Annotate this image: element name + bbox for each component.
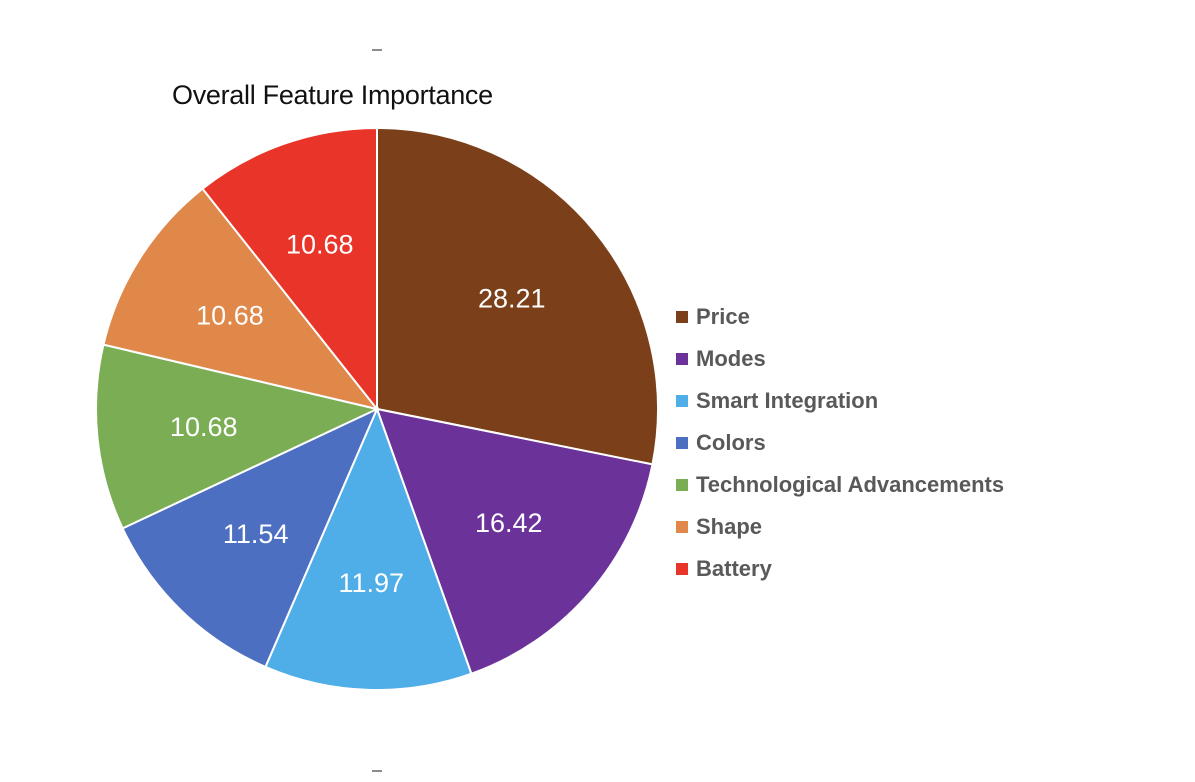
pie-slice-smart-integration (264, 406, 473, 691)
slice-value-label-price: 28.21 (478, 284, 546, 314)
bottom-tick-mark (372, 770, 382, 772)
slice-value-label-smart-integration: 11.97 (338, 568, 404, 598)
legend-item-smart-integration: Smart Integration (676, 380, 1004, 422)
legend-swatch (676, 563, 688, 575)
pie-slice-modes (375, 407, 654, 675)
pie-slice-shape (102, 187, 380, 411)
legend-item-modes: Modes (676, 338, 1004, 380)
pie-slice-colors (121, 406, 379, 669)
chart-title: Overall Feature Importance (172, 80, 493, 110)
legend-label: Modes (696, 346, 766, 371)
slice-value-label-modes: 16.42 (475, 508, 543, 538)
legend-item-technological-advancements: Technological Advancements (676, 464, 1004, 506)
slice-value-label-shape: 10.68 (196, 301, 264, 331)
pie-slice-price (376, 126, 659, 466)
legend-label: Technological Advancements (696, 472, 1005, 497)
legend-label: Colors (696, 430, 766, 455)
slice-value-label-battery: 10.68 (286, 229, 354, 259)
slice-value-label-colors: 11.54 (223, 519, 289, 549)
legend-label: Shape (696, 514, 763, 539)
legend-item-shape: Shape (676, 506, 1004, 548)
legend-swatch (676, 479, 688, 491)
legend-swatch (676, 521, 688, 533)
top-tick-mark (372, 49, 382, 51)
pie-slice-technological-advancements (95, 343, 381, 530)
legend-swatch (676, 311, 688, 323)
chart-legend: Price Modes Smart Integration Colors Technol… (676, 296, 1004, 590)
legend-label: Price (696, 304, 750, 329)
legend-label: Battery (696, 556, 772, 581)
legend-label: Smart Integration (696, 388, 879, 413)
slice-value-label-technological-advancements: 10.68 (170, 412, 238, 442)
legend-swatch (676, 353, 688, 365)
legend-swatch (676, 437, 688, 449)
legend-item-colors: Colors (676, 422, 1004, 464)
pie-value-labels: 28.21 16.42 11.97 11.54 10.68 10.68 10.68 (170, 229, 546, 598)
legend-item-battery: Battery (676, 548, 1004, 590)
pie-slice-battery (201, 126, 378, 412)
legend-item-price: Price (676, 296, 1004, 338)
legend-swatch (676, 395, 688, 407)
pie-slices (95, 126, 659, 691)
